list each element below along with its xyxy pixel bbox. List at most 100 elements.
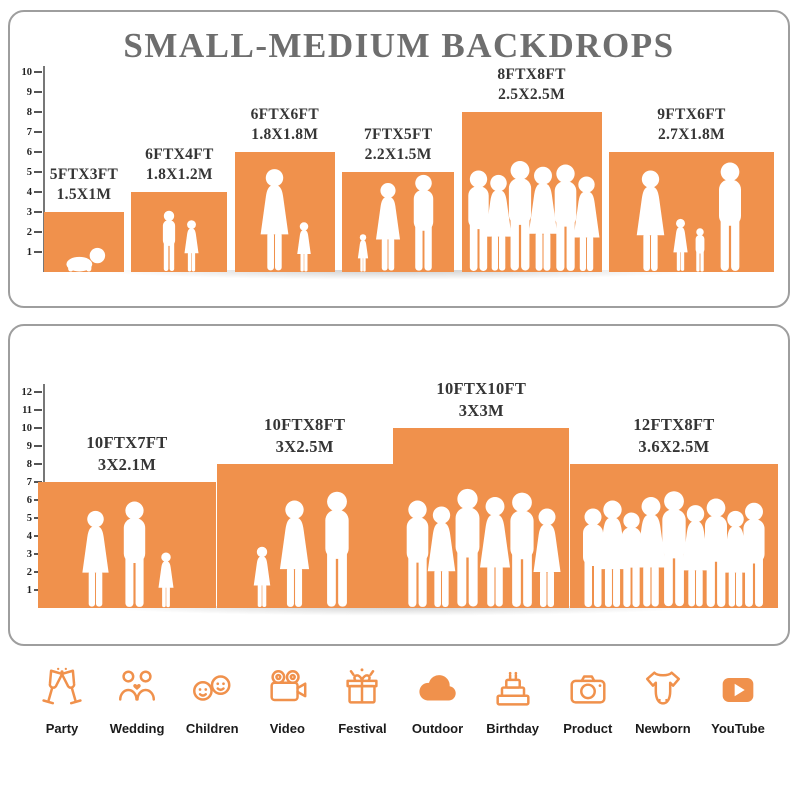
ruler-tick: 10 — [16, 66, 42, 78]
tick-mark — [34, 391, 42, 393]
child-silhouette — [696, 228, 705, 272]
ruler-tick: 2 — [16, 226, 42, 238]
top-ruler: 10 9 8 7 6 5 4 3 2 1 — [16, 12, 48, 306]
adult-silhouette — [82, 510, 109, 607]
tick-mark — [34, 71, 42, 73]
category-label: Outdoor — [411, 721, 464, 736]
top-backdrop-row: 5FTX3FT 1.5X1M 6FTX4FT 1.8X1.2M — [44, 65, 774, 272]
ruler-tick: 6 — [16, 146, 42, 158]
backdrop-6ftx6ft: 6FTX6FT 1.8X1.8M — [234, 105, 335, 272]
category-children: Children — [178, 666, 246, 736]
tick-mark — [34, 111, 42, 113]
adult-silhouette — [280, 500, 310, 607]
top-panel: SMALL-MEDIUM BACKDROPS 10 9 8 7 6 5 4 3 … — [8, 10, 790, 308]
category-party: Party — [28, 666, 96, 736]
backdrop-size-label: 12FTX8FT 3.6X2.5M — [633, 415, 715, 456]
youtube-play-icon — [722, 677, 754, 702]
backdrop-rect — [569, 464, 778, 608]
ruler-tick: 8 — [16, 106, 42, 118]
category-video: Video — [253, 666, 321, 736]
adult-silhouette — [260, 169, 289, 271]
adult-silhouette — [413, 174, 433, 271]
child-silhouette — [162, 210, 176, 271]
category-label: Video — [269, 721, 305, 736]
tick-mark — [34, 445, 42, 447]
toddler-silhouette — [357, 234, 368, 272]
ruler-tick: 7 — [16, 126, 42, 138]
backdrop-size-label: 9FTX6FT 2.7X1.8M — [657, 105, 726, 143]
baby-silhouette — [65, 247, 105, 272]
children-faces-icon — [193, 675, 231, 701]
adult-silhouette — [533, 508, 561, 607]
backdrop-7ftx5ft: 7FTX5FT 2.2X1.5M — [342, 125, 455, 272]
adult-silhouette — [719, 162, 742, 271]
backdrop-6ftx4ft: 6FTX4FT 1.8X1.2M — [131, 145, 228, 272]
ruler-tick: 12 — [16, 386, 42, 398]
backdrop-10ftx8ft: 10FTX8FT 3X2.5M — [216, 414, 393, 608]
backdrop-rect — [608, 152, 774, 272]
people-silhouettes — [609, 162, 774, 272]
people-silhouettes — [393, 488, 569, 608]
backdrop-rect — [393, 428, 570, 608]
wedding-couple-icon — [119, 670, 156, 701]
product-camera-icon — [570, 675, 606, 704]
tick-mark — [34, 131, 42, 133]
ground-shadow — [26, 270, 772, 283]
category-label: Product — [563, 721, 613, 736]
tick-mark — [34, 409, 42, 411]
backdrop-size-label: 5FTX3FT 1.5X1M — [49, 165, 119, 203]
backdrop-rect — [38, 482, 216, 608]
ruler-tick: 1 — [16, 246, 42, 258]
tick-mark — [34, 251, 42, 253]
backdrop-rect — [216, 464, 393, 608]
bottom-backdrop-row: 10FTX7FT 3X2.1M 10FTX8FT 3X2.5M — [38, 378, 778, 608]
category-label: Wedding — [109, 721, 165, 736]
bottom-panel: 12 11 10 9 8 7 6 5 4 3 2 1 10FTX7FT 3X2.… — [8, 324, 790, 646]
ruler-line — [43, 66, 45, 272]
people-silhouettes — [570, 490, 778, 608]
category-label: Festival — [338, 721, 387, 736]
adult-silhouette — [637, 170, 665, 271]
ruler-tick: 10 — [16, 422, 42, 434]
ruler-tick: 4 — [16, 186, 42, 198]
adult-silhouette — [743, 502, 765, 607]
child-silhouette — [184, 220, 199, 272]
adult-silhouette — [375, 183, 400, 271]
ruler-tick: 9 — [16, 86, 42, 98]
backdrop-size-label: 10FTX10FT 3X3M — [436, 379, 527, 420]
tick-mark — [34, 151, 42, 153]
backdrop-12ftx8ft: 12FTX8FT 3.6X2.5M — [569, 414, 778, 608]
category-outdoor: Outdoor — [404, 666, 472, 736]
category-row: Party Wedding Children — [12, 666, 788, 736]
people-silhouettes — [235, 168, 335, 272]
tick-mark — [34, 171, 42, 173]
adult-silhouette — [573, 176, 600, 272]
backdrop-10ftx7ft: 10FTX7FT 3X2.1M — [38, 432, 216, 608]
backdrop-9ftx6ft: 9FTX6FT 2.7X1.8M — [608, 105, 774, 272]
video-camera-icon — [270, 670, 307, 702]
tick-mark — [34, 191, 42, 193]
backdrop-rect — [342, 172, 455, 272]
party-glasses-icon — [42, 667, 82, 705]
adult-silhouette — [325, 491, 349, 607]
tick-mark — [34, 231, 42, 233]
birthday-cake-icon — [496, 671, 530, 706]
newborn-onesie-icon — [645, 671, 680, 705]
ruler-tick: 3 — [16, 206, 42, 218]
backdrop-rect — [234, 152, 335, 272]
category-youtube: YouTube — [704, 666, 772, 736]
backdrop-size-label: 10FTX7FT 3X2.1M — [86, 433, 168, 474]
category-label: YouTube — [711, 721, 765, 736]
child-silhouette — [673, 218, 689, 271]
backdrop-10ftx10ft: 10FTX10FT 3X3M — [393, 378, 570, 608]
backdrop-rect — [461, 112, 602, 272]
backdrop-rect — [44, 212, 124, 272]
tick-mark — [34, 211, 42, 213]
category-label: Party — [45, 721, 79, 736]
people-silhouettes — [38, 501, 216, 608]
tick-mark — [34, 91, 42, 93]
festival-gift-icon — [346, 668, 379, 704]
category-birthday: Birthday — [479, 666, 547, 736]
people-silhouettes — [131, 210, 227, 272]
backdrop-size-label: 8FTX8FT 2.5X2.5M — [497, 65, 566, 103]
